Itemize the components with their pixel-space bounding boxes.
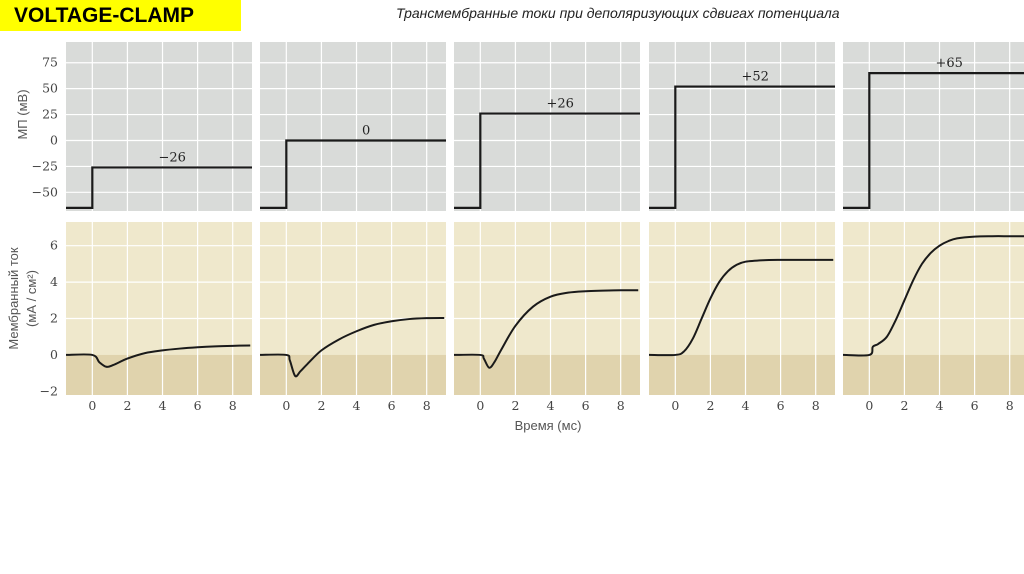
x-tick-label: 2 <box>123 398 131 413</box>
x-tick-label: 0 <box>88 398 96 413</box>
current-y-tick-label: 4 <box>50 274 58 289</box>
x-tick-label: 8 <box>1006 398 1014 413</box>
x-tick-label: 8 <box>229 398 237 413</box>
current-y-tick-label: 6 <box>50 238 58 253</box>
voltage-step-label-2: 0 <box>362 123 370 138</box>
x-tick-label: 2 <box>900 398 908 413</box>
voltage-y-tick-label: −25 <box>32 158 58 173</box>
current-trace-1 <box>65 344 251 368</box>
current-trace-2 <box>259 316 445 378</box>
x-tick-label: 8 <box>812 398 820 413</box>
voltage-y-tick-label: 50 <box>42 81 58 96</box>
x-tick-label: 2 <box>317 398 325 413</box>
x-axis-label: Время (мс) <box>515 418 582 433</box>
x-tick-label: 6 <box>582 398 590 413</box>
x-tick-label: 0 <box>476 398 484 413</box>
voltage-clamp-badge: VOLTAGE-CLAMP <box>0 0 241 31</box>
current-y-tick-label: −2 <box>40 383 58 398</box>
x-tick-label: 6 <box>194 398 202 413</box>
voltage-y-tick-label: −50 <box>32 184 58 199</box>
x-tick-label: 4 <box>353 398 361 413</box>
x-tick-label: 6 <box>388 398 396 413</box>
x-tick-label: 0 <box>671 398 679 413</box>
voltage-step-trace-4 <box>649 85 835 209</box>
current-negative-band-4 <box>649 354 835 395</box>
voltage-y-axis-label: МП (мВ) <box>15 89 30 139</box>
x-tick-label: 4 <box>159 398 167 413</box>
voltage-panel-bg-2 <box>260 42 446 211</box>
voltage-step-label-3: +26 <box>546 97 573 112</box>
voltage-step-label-5: +65 <box>935 56 962 71</box>
current-negative-band-3 <box>454 354 640 395</box>
x-tick-label: 2 <box>511 398 519 413</box>
x-tick-label: 8 <box>423 398 431 413</box>
voltage-step-trace-3 <box>454 112 640 209</box>
current-negative-band-5 <box>843 354 1024 395</box>
voltage-step-label-4: +52 <box>741 70 768 85</box>
current-trace-3 <box>453 289 639 369</box>
x-tick-label: 0 <box>865 398 873 413</box>
x-tick-label: 0 <box>282 398 290 413</box>
x-tick-label: 4 <box>742 398 750 413</box>
x-tick-label: 6 <box>777 398 785 413</box>
voltage-panel-bg-3 <box>454 42 640 211</box>
x-tick-label: 2 <box>706 398 714 413</box>
voltage-panel-bg-1 <box>66 42 252 211</box>
x-tick-label: 8 <box>617 398 625 413</box>
current-y-axis-label-line2: (мА / см²) <box>24 270 39 327</box>
current-negative-band-2 <box>260 354 446 395</box>
current-y-tick-label: 0 <box>50 347 58 362</box>
voltage-step-trace-5 <box>843 72 1024 209</box>
voltage-step-label-1: −26 <box>158 150 185 165</box>
voltage-step-trace-1 <box>66 166 252 209</box>
voltage-y-tick-label: 0 <box>50 132 58 147</box>
voltage-y-tick-label: 75 <box>42 55 58 70</box>
current-y-axis-label-line1: Мембранный ток <box>6 247 21 350</box>
current-negative-band-1 <box>66 354 252 395</box>
current-trace-4 <box>648 258 834 357</box>
x-tick-label: 4 <box>936 398 944 413</box>
current-y-tick-label: 2 <box>50 311 58 326</box>
current-trace-5 <box>842 235 1024 357</box>
voltage-y-tick-label: 25 <box>42 107 58 122</box>
figure-subtitle: Трансмембранные токи при деполяризующих … <box>396 5 840 21</box>
x-tick-label: 4 <box>547 398 555 413</box>
voltage-step-trace-2 <box>260 139 446 209</box>
voltage-panel-bg-4 <box>649 42 835 211</box>
voltage-panel-bg-5 <box>843 42 1024 211</box>
x-tick-label: 6 <box>971 398 979 413</box>
